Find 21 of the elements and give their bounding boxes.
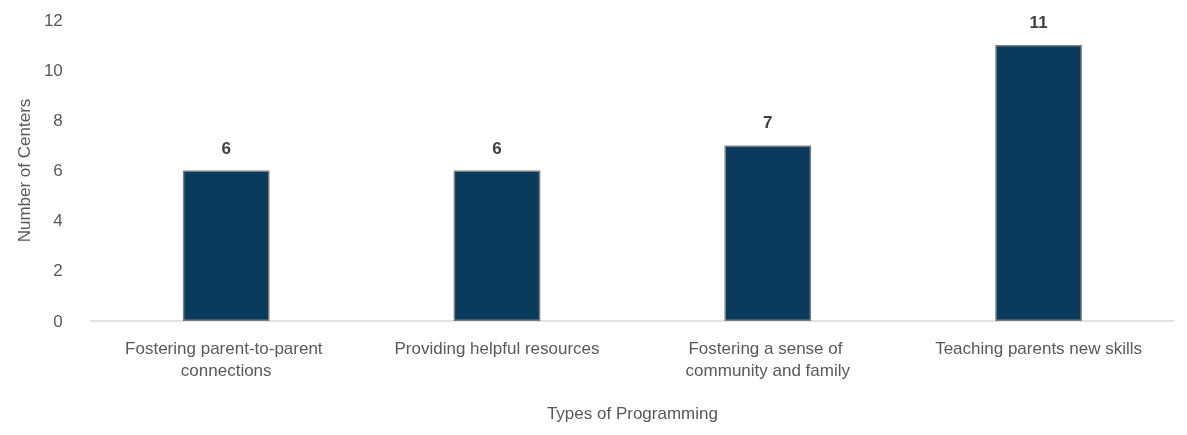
bar	[995, 45, 1082, 321]
data-label: 6	[492, 138, 502, 158]
data-label: 7	[763, 113, 773, 133]
y-tick-label: 2	[53, 261, 63, 281]
y-tick-label: 12	[43, 10, 63, 30]
bar	[182, 170, 270, 321]
x-tick-label: Fostering a sense of community and family	[685, 338, 851, 380]
bar	[724, 145, 812, 321]
data-label: 6	[221, 138, 231, 158]
x-tick-label: Fostering parent-to-parent connections	[125, 338, 328, 380]
bar	[453, 170, 541, 321]
y-tick-label: 0	[53, 311, 63, 331]
y-axis-title: Number of Centers	[15, 98, 34, 243]
x-tick-label: Teaching parents new skills	[935, 338, 1143, 358]
y-tick-label: 8	[53, 110, 63, 130]
y-tick-label: 10	[43, 60, 63, 80]
y-tick-label: 6	[53, 161, 63, 180]
x-tick-label: Providing helpful resources	[394, 338, 600, 358]
y-tick-label: 4	[53, 211, 63, 231]
data-label: 11	[1029, 13, 1048, 33]
x-axis-title: Types of Programming	[546, 404, 718, 423]
